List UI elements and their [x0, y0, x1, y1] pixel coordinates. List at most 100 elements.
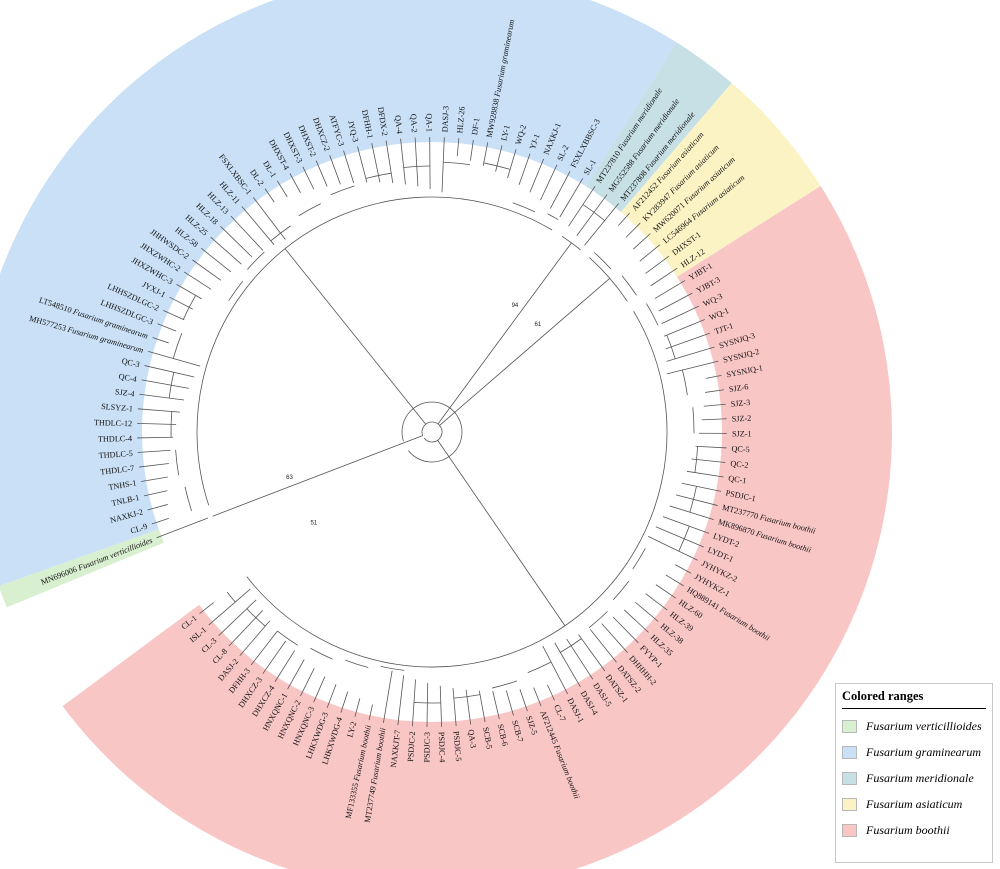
subclade-arc	[692, 407, 695, 434]
leaf-label: PSDJC-5	[452, 731, 463, 762]
clade-stem	[212, 435, 423, 517]
leaf-id: SCB-5	[482, 726, 495, 750]
tip-branch	[302, 166, 315, 190]
bootstrap-value: 63	[286, 475, 293, 481]
leaf-label: DF-1	[470, 117, 481, 135]
bootstrap-value: 51	[310, 520, 317, 526]
leaf-id: QA-1	[425, 113, 434, 132]
tip-branch	[250, 630, 278, 666]
tip-branch	[143, 490, 168, 497]
tip-branch	[441, 137, 445, 193]
leaf-label: QC-2	[730, 459, 749, 470]
subclade-arc	[182, 295, 196, 320]
legend-item-label: Fusarium boothii	[866, 822, 950, 837]
tip-branch	[199, 602, 214, 614]
tip-branch	[655, 526, 704, 548]
legend-item-label: Fusarium verticillioides	[866, 718, 982, 733]
legend-item: Fusarium verticillioides	[842, 713, 992, 739]
leaf-label: PSDJC-2	[406, 731, 417, 762]
leaf-label: THDLC-7	[100, 463, 135, 476]
tip-branch	[654, 280, 686, 299]
tip-branch	[176, 284, 202, 300]
leaf-id: THDLC-5	[98, 448, 133, 459]
tip-branch	[665, 332, 711, 350]
subclade-arc	[228, 281, 243, 301]
bootstrap-values: 63 94 61 51	[286, 303, 542, 526]
leaf-id: SJZ-4	[114, 387, 135, 398]
tip-branch	[470, 139, 474, 161]
tip-branch	[340, 691, 349, 713]
tip-branch	[681, 482, 722, 492]
tip-branch	[482, 142, 489, 166]
leaf-id: SJZ-2	[731, 413, 751, 423]
subclade-arc	[168, 372, 175, 399]
subclade-arc	[682, 369, 688, 396]
legend-item-label: Fusarium asiaticum	[866, 796, 963, 811]
tip-branch	[625, 222, 641, 238]
tip-branch	[192, 259, 222, 281]
tip-branch	[578, 634, 606, 672]
leaf-label: QC-3	[121, 356, 141, 369]
leaf-id: DASJ-3	[440, 106, 450, 133]
leaf-label: LY-1	[499, 124, 512, 142]
tip-branch	[663, 319, 705, 337]
legend-swatch	[842, 771, 857, 785]
tip-branch	[540, 164, 558, 201]
tip-branch	[368, 704, 373, 721]
leaf-id: THDLC-12	[94, 418, 132, 428]
tip-branch	[542, 645, 568, 695]
leaf-id: PSDJC-2	[406, 731, 417, 762]
tip-branch	[354, 698, 361, 717]
leaf-label: QC-1	[728, 473, 747, 485]
legend-item-label: Fusarium graminearum	[866, 744, 982, 759]
leaf-label: THDLC-5	[98, 448, 133, 459]
tip-branch	[287, 659, 305, 690]
subclade-arc	[678, 526, 690, 552]
leaf-id: QC-1	[728, 473, 747, 485]
tip-branch	[519, 689, 528, 712]
tip-branch	[228, 610, 263, 647]
tip-branch	[274, 650, 296, 682]
leaf-id: QA-3	[467, 729, 478, 749]
tip-branch	[383, 670, 393, 724]
subclade-arc	[527, 661, 552, 674]
leaf-id: DFDX-2	[376, 106, 389, 136]
subclade-arc	[582, 204, 605, 221]
tip-branch	[518, 153, 531, 186]
legend: Colored ranges Fusarium verticillioides …	[835, 683, 993, 863]
tree-branches	[137, 137, 727, 727]
internal-arc	[401, 401, 463, 463]
tip-branch	[326, 684, 337, 708]
tip-branch	[151, 517, 169, 525]
tip-branch	[617, 212, 630, 226]
subclade-arc	[547, 213, 559, 221]
tip-branch	[554, 642, 581, 688]
legend-title: Colored ranges	[842, 689, 924, 703]
subclade-arc	[443, 161, 470, 166]
tip-branch	[262, 640, 287, 674]
clade-stem	[439, 278, 611, 426]
legend-item-label: Fusarium meridionale	[866, 770, 974, 785]
subclade-arc	[612, 580, 630, 601]
leaf-id: QC-5	[731, 444, 750, 454]
leaf-id: PSDJC-5	[452, 731, 463, 762]
leaf-id: QC-4	[118, 371, 138, 383]
subclade-arc	[593, 252, 612, 270]
leaf-id: SJZ-3	[730, 397, 750, 408]
tip-branch	[411, 679, 416, 727]
tip-branch	[661, 305, 699, 325]
tip-branch	[148, 351, 201, 367]
leaf-id: NAXKJT-7	[388, 729, 401, 768]
tip-branch	[666, 346, 715, 362]
leaf-label: QC-4	[118, 371, 138, 383]
tip-branch	[478, 690, 486, 723]
subclade-arc	[247, 251, 265, 270]
subclade-arc	[330, 185, 355, 196]
tip-branch	[357, 146, 368, 183]
tip-branch	[400, 138, 406, 185]
clade-stem	[437, 242, 572, 425]
tip-branch	[264, 188, 275, 203]
leaf-label: SJZ-1	[732, 429, 752, 438]
subclade-arc	[226, 591, 236, 603]
